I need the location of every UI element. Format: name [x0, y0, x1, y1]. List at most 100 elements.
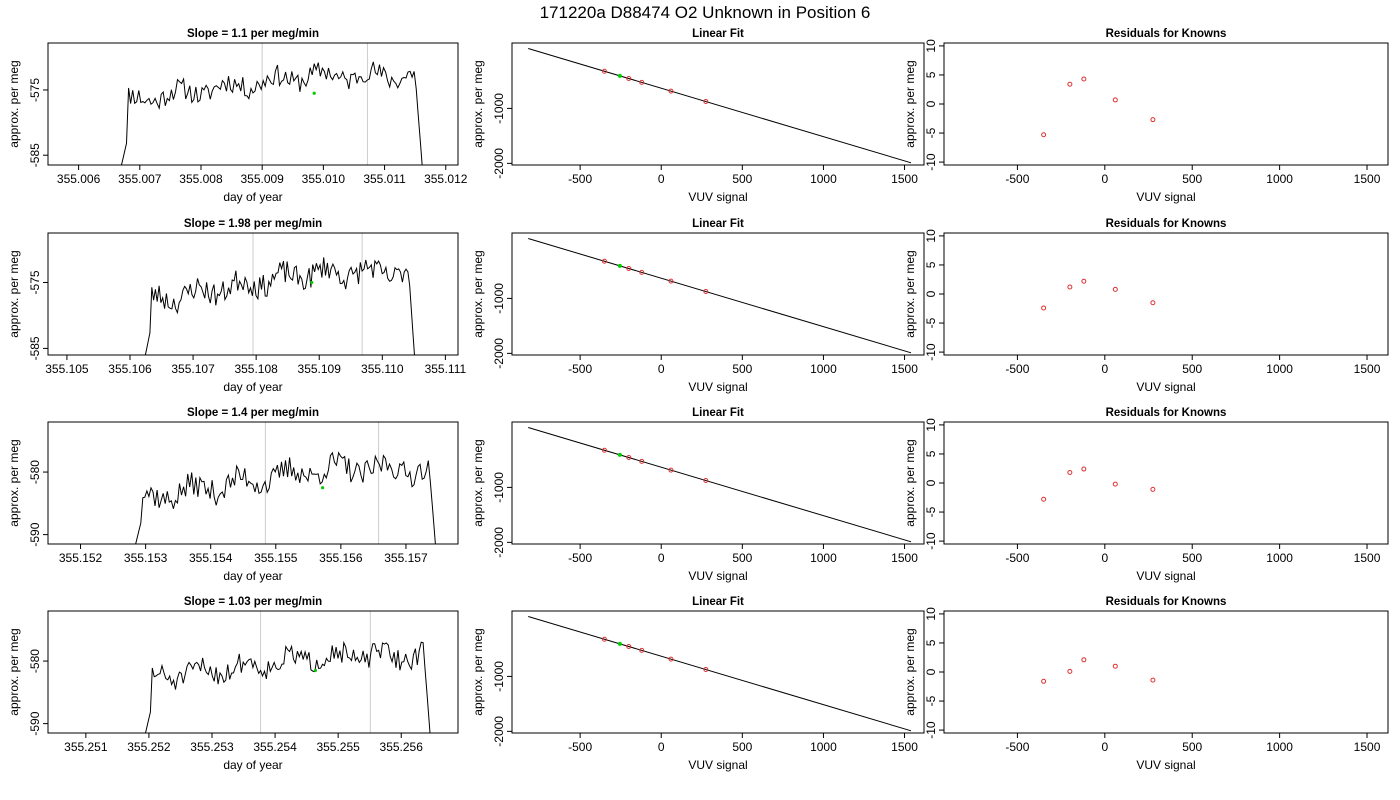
known-point [639, 647, 645, 653]
x-tick-label: 355.007 [118, 172, 162, 186]
x-tick-label: 500 [732, 362, 752, 376]
x-tick-label: 0 [1101, 362, 1108, 376]
residual-point [1041, 132, 1047, 138]
fit-line [528, 427, 912, 543]
y-axis-label: approx. per meg [903, 439, 917, 526]
y-tick-label: -1000 [492, 661, 506, 692]
time-series-panel-4: Slope = 1.03 per meg/min 355.251 355.252 35… [7, 596, 459, 772]
x-tick-label: 1500 [1354, 551, 1381, 565]
y-axis-label: approx. per meg [903, 250, 917, 337]
x-tick-label: 355.152 [59, 551, 103, 565]
plot-frame [943, 610, 1389, 734]
y-tick-label: 5 [924, 450, 938, 457]
known-point [601, 258, 607, 264]
x-tick-label: 355.153 [124, 551, 168, 565]
x-tick-label: 1000 [810, 740, 837, 754]
y-tick-label: -10 [924, 343, 938, 361]
x-tick-label: 1000 [1266, 362, 1293, 376]
y-tick-label: -585 [28, 143, 42, 167]
x-tick-label: 355.008 [179, 172, 223, 186]
x-tick-label: 355.251 [64, 740, 108, 754]
signal-trace [135, 451, 436, 544]
residual-point [1150, 117, 1156, 123]
y-tick-label: -1000 [492, 283, 506, 314]
plot-frame [943, 421, 1389, 545]
y-tick-label: 5 [924, 71, 938, 78]
x-tick-label: 355.105 [45, 362, 89, 376]
known-point [639, 269, 645, 275]
x-tick-label: 1500 [1354, 362, 1381, 376]
x-tick-label: 355.012 [424, 172, 468, 186]
y-tick-label: -590 [28, 711, 42, 735]
x-tick-label: 355.006 [57, 172, 101, 186]
time-series-panel-3: Slope = 1.4 per meg/min 355.152 355.153 355… [7, 407, 459, 583]
x-tick-label: 1000 [810, 362, 837, 376]
residuals-panel-3: Residuals for Knowns -500 0 500 1000 1500 -10 -… [903, 407, 1389, 583]
x-tick-label: 355.106 [108, 362, 152, 376]
signal-trace [144, 640, 431, 733]
x-tick-label: 500 [1182, 172, 1202, 186]
x-axis-label: VUV signal [688, 190, 747, 204]
chart-title: Linear Fit [692, 596, 744, 608]
x-tick-label: 0 [1101, 551, 1108, 565]
known-point [626, 266, 632, 272]
known-point [703, 667, 709, 673]
x-tick-label: 1500 [1354, 172, 1381, 186]
y-tick-label: -10 [924, 153, 938, 171]
x-tick-label: 355.155 [254, 551, 298, 565]
x-tick-label: 355.107 [171, 362, 215, 376]
y-tick-label: -590 [28, 522, 42, 546]
known-point [703, 289, 709, 295]
chart-title: Linear Fit [692, 407, 744, 419]
x-tick-label: 355.154 [189, 551, 233, 565]
x-tick-label: 355.156 [319, 551, 363, 565]
plot-frame [511, 610, 925, 734]
unknown-marker [313, 668, 318, 673]
x-tick-label: -500 [1005, 740, 1029, 754]
y-tick-label: -1000 [492, 472, 506, 503]
x-tick-label: -500 [1005, 172, 1029, 186]
unknown-point [617, 641, 622, 646]
known-point [668, 88, 674, 94]
x-tick-label: 1500 [891, 172, 918, 186]
unknown-point [617, 263, 622, 268]
plot-frame [47, 421, 459, 545]
y-axis-label: approx. per meg [471, 439, 485, 526]
known-point [626, 455, 632, 461]
x-tick-label: 500 [1182, 740, 1202, 754]
fit-line [528, 238, 912, 354]
y-tick-label: -1000 [492, 93, 506, 124]
plot-frame [511, 232, 925, 356]
y-tick-label: -2000 [492, 527, 506, 558]
x-tick-label: 355.254 [253, 740, 297, 754]
y-axis-label: approx. per meg [7, 60, 21, 147]
x-tick-label: 0 [658, 362, 665, 376]
residual-point [1150, 677, 1156, 683]
fit-line [528, 616, 912, 732]
y-tick-label: 10 [924, 418, 938, 432]
chart-title: Linear Fit [692, 218, 744, 230]
plot-frame [511, 42, 925, 166]
x-tick-label: 355.108 [234, 362, 278, 376]
unknown-point [617, 73, 622, 78]
x-tick-label: 1000 [1266, 551, 1293, 565]
residual-point [1150, 486, 1156, 492]
x-tick-label: 355.010 [302, 172, 346, 186]
residual-point [1081, 76, 1087, 82]
x-tick-label: 355.253 [190, 740, 234, 754]
x-axis-label: VUV signal [688, 758, 747, 772]
x-axis-label: day of year [223, 380, 282, 394]
x-tick-label: 1500 [891, 740, 918, 754]
signal-trace [144, 257, 415, 355]
chart-title: Slope = 1.1 per meg/min [187, 28, 319, 40]
x-tick-label: 355.252 [127, 740, 171, 754]
y-tick-label: 0 [924, 668, 938, 675]
y-tick-label: -5 [924, 695, 938, 706]
x-tick-label: 0 [658, 172, 665, 186]
x-tick-label: 1500 [891, 551, 918, 565]
y-tick-label: 5 [924, 639, 938, 646]
x-tick-label: -500 [568, 172, 592, 186]
x-tick-label: 355.009 [240, 172, 284, 186]
residual-point [1112, 286, 1118, 292]
x-tick-label: 0 [658, 740, 665, 754]
